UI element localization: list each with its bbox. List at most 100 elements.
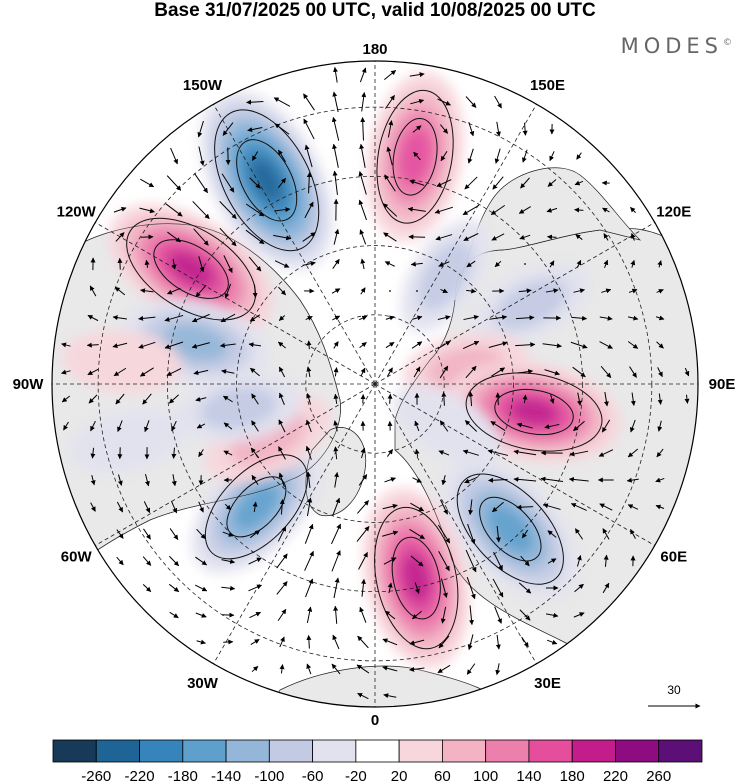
wind-vector bbox=[276, 553, 288, 569]
wind-vector bbox=[434, 206, 454, 214]
wind-vector bbox=[278, 315, 286, 321]
wind-vector bbox=[467, 148, 474, 164]
wind-vector bbox=[468, 121, 475, 137]
colorbar-tick-label: -60 bbox=[302, 768, 324, 783]
wind-vector bbox=[193, 369, 209, 376]
wind-vector bbox=[602, 528, 610, 540]
wind-vector bbox=[142, 584, 152, 592]
wind-vector bbox=[382, 203, 398, 217]
wind-vector bbox=[546, 639, 558, 645]
wind-vector bbox=[465, 365, 477, 379]
wind-vector bbox=[143, 528, 151, 540]
wind-vector bbox=[549, 260, 555, 268]
wind-vector bbox=[279, 664, 285, 674]
wind-vector bbox=[465, 96, 477, 108]
wind-vector bbox=[333, 393, 339, 404]
wind-vector bbox=[544, 369, 560, 376]
wind-vector bbox=[332, 170, 338, 195]
wind-vector bbox=[360, 447, 366, 459]
wind-vector bbox=[414, 420, 420, 432]
calm-dot bbox=[416, 290, 418, 292]
colorbar-segment bbox=[312, 739, 357, 763]
wind-vector bbox=[303, 118, 315, 140]
wind-vector bbox=[249, 314, 261, 322]
wind-vector bbox=[463, 314, 479, 321]
wind-vector bbox=[171, 447, 177, 459]
wind-vector bbox=[167, 231, 182, 243]
wind-vector bbox=[169, 528, 179, 540]
wind-vector bbox=[462, 449, 479, 456]
wind-vector bbox=[251, 393, 259, 405]
wind-vector bbox=[116, 501, 124, 513]
wind-vector bbox=[467, 523, 476, 545]
contour-line bbox=[465, 372, 603, 452]
wind-vector bbox=[516, 422, 533, 429]
wind-vector bbox=[495, 634, 501, 650]
wind-vector bbox=[273, 97, 291, 107]
wind-vector bbox=[495, 663, 501, 676]
wind-vector bbox=[195, 284, 207, 298]
contour-group bbox=[374, 506, 459, 650]
wind-vector bbox=[568, 476, 589, 482]
wind-vector bbox=[627, 341, 639, 349]
wind-vector bbox=[466, 288, 477, 294]
wind-vector bbox=[466, 577, 476, 600]
wind-vector bbox=[630, 259, 636, 268]
wind-vector bbox=[117, 257, 123, 270]
wind-vector bbox=[522, 122, 528, 136]
wind-vector bbox=[359, 67, 367, 83]
wind-vector bbox=[573, 612, 585, 618]
colorbar-segment bbox=[52, 739, 97, 763]
wind-vector bbox=[407, 206, 426, 212]
wind-vector bbox=[140, 234, 154, 240]
wind-vector bbox=[546, 234, 557, 240]
wind-vector bbox=[304, 201, 314, 219]
wind-vector bbox=[88, 394, 98, 404]
wind-vector bbox=[333, 446, 339, 460]
wind-vector bbox=[547, 558, 557, 564]
wind-vector bbox=[438, 261, 450, 267]
colorbar-tick-label: 260 bbox=[646, 768, 671, 783]
calm-dot bbox=[389, 290, 391, 292]
wind-vector bbox=[219, 342, 236, 348]
wind-vector bbox=[191, 342, 210, 349]
wind-vector bbox=[114, 286, 126, 296]
wind-vector bbox=[248, 557, 262, 565]
wind-vector bbox=[627, 315, 639, 321]
wind-vector bbox=[165, 203, 183, 217]
wind-vector bbox=[599, 341, 613, 349]
wind-vector bbox=[359, 229, 367, 245]
wind-vector bbox=[117, 474, 123, 486]
wind-vector bbox=[441, 475, 447, 486]
wind-vector bbox=[195, 396, 207, 402]
meridian-label: 150W bbox=[183, 77, 223, 94]
wind-vector bbox=[248, 342, 262, 348]
wind-vector bbox=[251, 420, 259, 432]
wind-vector bbox=[384, 174, 396, 192]
meridian-line bbox=[374, 383, 655, 546]
wind-vector bbox=[413, 151, 421, 161]
wind-vector bbox=[655, 315, 665, 321]
anomaly-band bbox=[250, 158, 283, 203]
wind-vector bbox=[303, 93, 315, 111]
anomaly-band bbox=[167, 250, 215, 288]
wind-vector bbox=[519, 234, 531, 240]
wind-vector bbox=[87, 368, 99, 376]
wind-vector bbox=[408, 234, 426, 240]
wind-vector bbox=[571, 315, 588, 321]
wind-vector bbox=[248, 256, 262, 272]
colorbar-segment bbox=[95, 739, 140, 763]
wind-vector bbox=[166, 287, 181, 295]
wind-vector bbox=[139, 207, 155, 214]
wind-vector bbox=[495, 392, 501, 406]
wind-vector bbox=[90, 420, 96, 432]
wind-vector bbox=[603, 391, 609, 407]
wind-vector bbox=[547, 179, 557, 187]
wind-vector bbox=[166, 367, 182, 377]
colorbar-segment bbox=[398, 739, 443, 763]
contour-line bbox=[126, 217, 256, 321]
wind-vector bbox=[440, 606, 447, 624]
wind-vector bbox=[87, 314, 99, 322]
wind-vector bbox=[576, 554, 582, 567]
wind-vector bbox=[61, 342, 71, 348]
